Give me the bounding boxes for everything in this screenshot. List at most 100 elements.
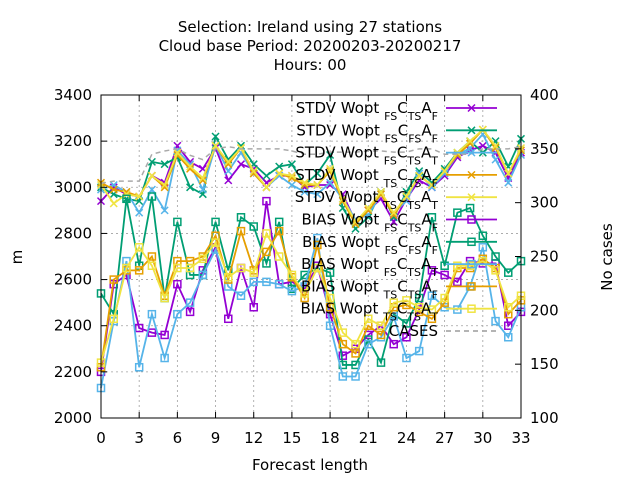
x-axis-label: Forecast length bbox=[252, 456, 368, 474]
marker-stroke bbox=[109, 183, 118, 192]
marker-stroke bbox=[389, 210, 398, 220]
marker-stroke bbox=[351, 217, 360, 226]
data-point bbox=[287, 180, 296, 190]
data-point bbox=[122, 190, 131, 199]
data-point bbox=[134, 266, 144, 275]
data-point bbox=[504, 178, 513, 187]
marker-stroke bbox=[376, 187, 386, 196]
marker-stroke bbox=[351, 220, 360, 229]
data-point bbox=[491, 266, 500, 275]
marker-stroke bbox=[198, 164, 207, 173]
data-point bbox=[364, 339, 373, 349]
data-point bbox=[236, 263, 246, 273]
data-point bbox=[338, 372, 348, 381]
data-point bbox=[427, 213, 437, 222]
legend-label: STDV Wopt FSCTSAT bbox=[295, 144, 438, 168]
data-point bbox=[287, 160, 296, 169]
y2-tick-label: 300 bbox=[530, 194, 559, 212]
data-point bbox=[491, 155, 500, 164]
marker-stroke bbox=[160, 206, 169, 215]
data-point bbox=[236, 144, 246, 153]
marker-stroke bbox=[402, 192, 411, 201]
x-tick-label: 33 bbox=[511, 429, 530, 447]
marker-stroke bbox=[275, 162, 284, 171]
data-point bbox=[211, 217, 220, 227]
data-point bbox=[402, 192, 411, 201]
data-point bbox=[224, 160, 233, 169]
marker-stroke bbox=[389, 208, 398, 217]
data-point bbox=[147, 171, 156, 180]
data-point bbox=[147, 192, 157, 201]
data-point bbox=[453, 277, 462, 287]
data-point bbox=[300, 289, 309, 298]
marker-stroke bbox=[338, 197, 347, 206]
legend-marker bbox=[467, 126, 476, 135]
data-point bbox=[491, 252, 500, 261]
marker-stroke bbox=[224, 176, 233, 185]
legend-label: STDV Wopt FSCTSAF bbox=[296, 99, 438, 123]
data-point bbox=[249, 268, 258, 277]
data-point bbox=[109, 199, 118, 208]
data-point bbox=[287, 270, 297, 280]
title-line-2: Cloud base Period: 20200203-20200217 bbox=[159, 37, 462, 55]
data-point bbox=[402, 333, 411, 342]
data-point bbox=[351, 360, 360, 370]
marker-stroke bbox=[313, 190, 322, 199]
y2-tick-label: 200 bbox=[530, 301, 559, 319]
x-tick-label: 9 bbox=[211, 429, 221, 447]
data-point bbox=[160, 330, 169, 340]
marker-stroke bbox=[249, 169, 258, 178]
data-point bbox=[198, 254, 208, 264]
data-point bbox=[313, 190, 322, 199]
data-point bbox=[236, 291, 246, 300]
data-point bbox=[122, 194, 131, 204]
data-point bbox=[414, 307, 424, 317]
data-point bbox=[313, 240, 322, 250]
data-point bbox=[427, 180, 436, 190]
marker-stroke bbox=[326, 178, 335, 187]
data-point bbox=[504, 169, 513, 178]
data-point bbox=[274, 252, 284, 261]
data-point bbox=[453, 261, 462, 270]
data-point bbox=[134, 243, 144, 252]
axis-ticks: 0 3 6 9 12 15 18 21 24 27 30 33 2000 2200 2400 2600 2800… bbox=[54, 86, 559, 447]
series-4 bbox=[96, 125, 526, 226]
data-point bbox=[313, 180, 322, 190]
data-point bbox=[135, 208, 144, 217]
y-tick-label: 3400 bbox=[54, 86, 92, 104]
marker-stroke bbox=[262, 171, 271, 180]
marker-stroke bbox=[300, 178, 309, 187]
marker-stroke bbox=[173, 148, 182, 157]
marker-stroke bbox=[135, 192, 144, 201]
series-line bbox=[100, 227, 522, 368]
marker-stroke bbox=[415, 171, 424, 180]
data-point bbox=[160, 180, 169, 190]
data-point bbox=[160, 293, 169, 303]
legend-marker bbox=[467, 170, 476, 179]
data-point bbox=[224, 157, 233, 166]
data-point bbox=[186, 162, 195, 171]
data-point bbox=[325, 293, 335, 303]
x-tick-label: 15 bbox=[282, 429, 301, 447]
data-point bbox=[376, 321, 386, 330]
marker-stroke bbox=[478, 141, 487, 150]
data-point bbox=[478, 231, 488, 240]
data-point bbox=[466, 137, 475, 146]
marker-stroke bbox=[287, 160, 296, 169]
marker-stroke bbox=[491, 144, 500, 153]
x-tick-label: 30 bbox=[473, 429, 492, 447]
marker-stroke bbox=[186, 164, 195, 173]
legend-marker bbox=[467, 215, 476, 224]
marker-stroke bbox=[122, 190, 131, 199]
marker-stroke bbox=[467, 103, 476, 113]
marker-stroke bbox=[160, 160, 169, 169]
series-layer bbox=[96, 125, 526, 393]
y2-tick-label: 250 bbox=[530, 248, 559, 266]
series-10 bbox=[100, 145, 522, 185]
x-tick-label: 3 bbox=[134, 429, 144, 447]
x-tick-label: 24 bbox=[397, 429, 416, 447]
data-point bbox=[326, 180, 335, 190]
data-point bbox=[198, 270, 208, 280]
data-point bbox=[389, 298, 398, 307]
